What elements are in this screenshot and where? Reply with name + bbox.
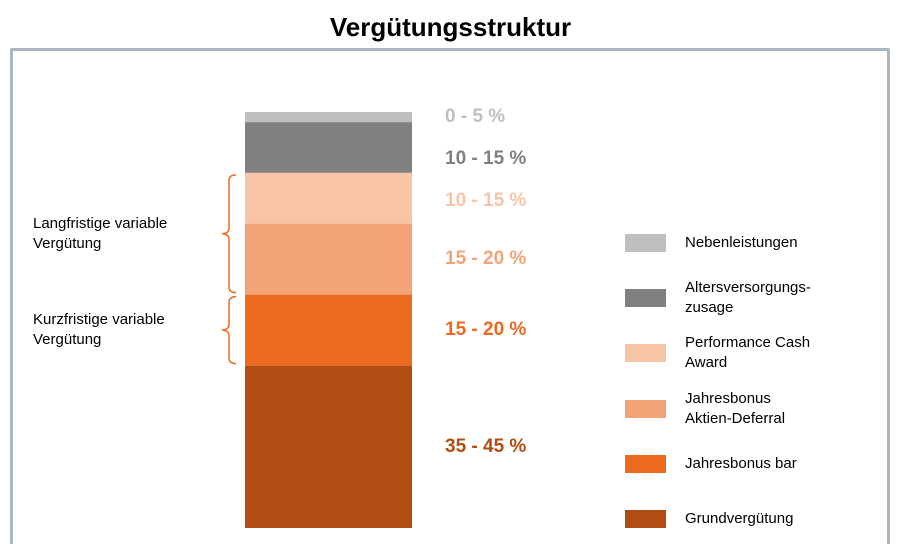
frame — [10, 48, 890, 544]
bar-segment — [245, 365, 412, 528]
legend-swatch — [625, 344, 666, 363]
annotation: Kurzfristige variable Vergütung — [33, 311, 165, 349]
legend-label: Nebenleistungen — [685, 234, 798, 251]
bar-segment — [245, 223, 412, 295]
value-label: 35 - 45 % — [445, 435, 527, 457]
legend-swatch — [625, 234, 666, 252]
legend-swatch — [625, 510, 666, 528]
value-label: 10 - 15 % — [445, 148, 527, 170]
annotation: Langfristige variable Vergütung — [33, 214, 168, 252]
bar-segment — [245, 122, 412, 173]
value-label: 0 - 5 % — [445, 106, 506, 128]
value-label: 10 - 15 % — [445, 190, 527, 212]
chart-title: Vergütungsstruktur — [329, 12, 572, 42]
legend-swatch — [625, 399, 666, 418]
legend-label: Jahresbonus bar — [685, 454, 797, 472]
legend-label: Performance Cash Award — [685, 334, 811, 372]
legend-label: Altersversorgungs- zusage — [685, 279, 811, 317]
bar-segment — [245, 294, 412, 366]
legend-label: Grundvergütung — [685, 510, 794, 527]
legend-label: Jahresbonus Aktien-Deferral — [685, 389, 786, 427]
value-label: 15 - 20 % — [445, 319, 527, 341]
bracket — [221, 174, 237, 294]
legend-swatch — [625, 454, 666, 473]
bracket — [221, 295, 237, 365]
value-label: 15 - 20 % — [445, 248, 527, 270]
bar-segment — [245, 112, 412, 123]
bar-segment — [245, 172, 412, 224]
legend-swatch — [625, 289, 666, 308]
